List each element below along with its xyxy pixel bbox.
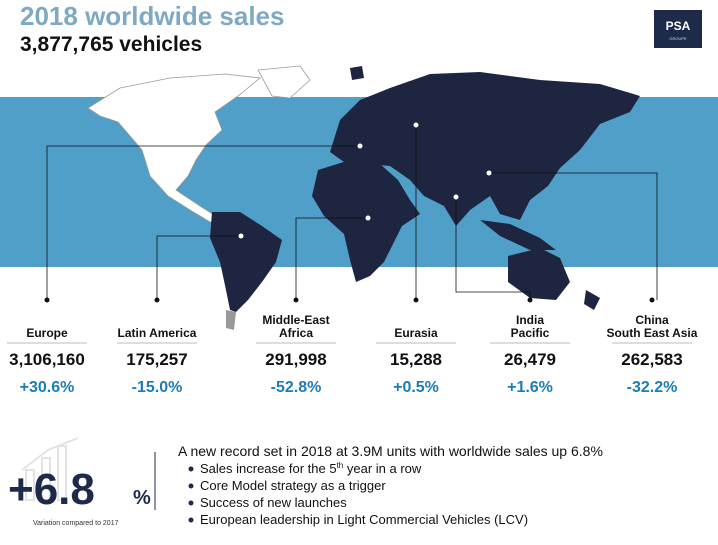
bullet-dot <box>188 466 194 472</box>
dot <box>486 170 492 176</box>
dot <box>453 194 459 200</box>
map-dots <box>238 122 492 239</box>
variation: +1.6% <box>507 379 553 396</box>
dot <box>413 122 419 128</box>
trend-icon <box>21 437 79 501</box>
leader-line <box>455 197 531 300</box>
logo <box>654 10 702 48</box>
bullet-dot <box>188 517 194 523</box>
bullet-dot <box>188 483 194 489</box>
region-name: Eurasia <box>394 326 438 340</box>
bullet: Core Model strategy as a trigger <box>200 478 386 493</box>
variation: +30.6% <box>20 379 75 396</box>
region-name: Europe <box>26 326 68 340</box>
leader-line <box>46 145 360 300</box>
bullet-text: Sales increase for the 5 <box>200 461 337 476</box>
region-name: South East Asia <box>607 326 698 340</box>
bullet-text: year in a row <box>343 461 422 476</box>
note: Variation compared to 2017 <box>33 520 119 527</box>
sales: 175,257 <box>126 350 187 369</box>
region-name: Pacific <box>511 326 550 340</box>
region-name: Middle-East <box>262 313 329 327</box>
region-name: Latin America <box>118 326 197 340</box>
bullet: Sales increase for the 5th year in a row <box>200 461 422 476</box>
logo-sub: GROUPE <box>669 36 687 41</box>
dot <box>238 233 244 239</box>
bullets: Sales increase for the 5th year in a row… <box>188 461 528 527</box>
region-name: China <box>635 313 669 327</box>
region-name: India <box>516 313 544 327</box>
bullet: European leadership in Light Commercial … <box>200 512 528 527</box>
subtitle: 3,877,765 vehicles <box>20 33 202 56</box>
leader-line <box>295 217 368 300</box>
region-name: Africa <box>279 326 313 340</box>
sales: 3,106,160 <box>9 350 85 369</box>
dot <box>357 143 363 149</box>
world-map <box>87 65 640 330</box>
sales: 262,583 <box>621 350 682 369</box>
variation: -32.2% <box>627 379 678 396</box>
bullet-sup: th <box>337 461 344 470</box>
title: 2018 worldwide sales <box>20 1 284 31</box>
variation: +0.5% <box>393 379 439 396</box>
leader-line <box>489 172 658 300</box>
leader-lines <box>46 125 658 300</box>
dot <box>365 215 371 221</box>
sales: 15,288 <box>390 350 442 369</box>
logo-text: PSA <box>666 19 691 33</box>
sales: 26,479 <box>504 350 556 369</box>
big-number: +6.8 <box>8 465 95 514</box>
bullet: Success of new launches <box>200 495 347 510</box>
variation: -52.8% <box>271 379 322 396</box>
bullet-dot <box>188 500 194 506</box>
leader-line <box>156 235 241 300</box>
regions: Europe 3,106,160 +30.6% Latin America 175,25… <box>7 297 698 396</box>
variation: -15.0% <box>132 379 183 396</box>
headline: A new record set in 2018 at 3.9M units w… <box>178 443 603 459</box>
big-unit: % <box>133 487 151 509</box>
label-dot <box>649 297 655 303</box>
sales: 291,998 <box>265 350 326 369</box>
